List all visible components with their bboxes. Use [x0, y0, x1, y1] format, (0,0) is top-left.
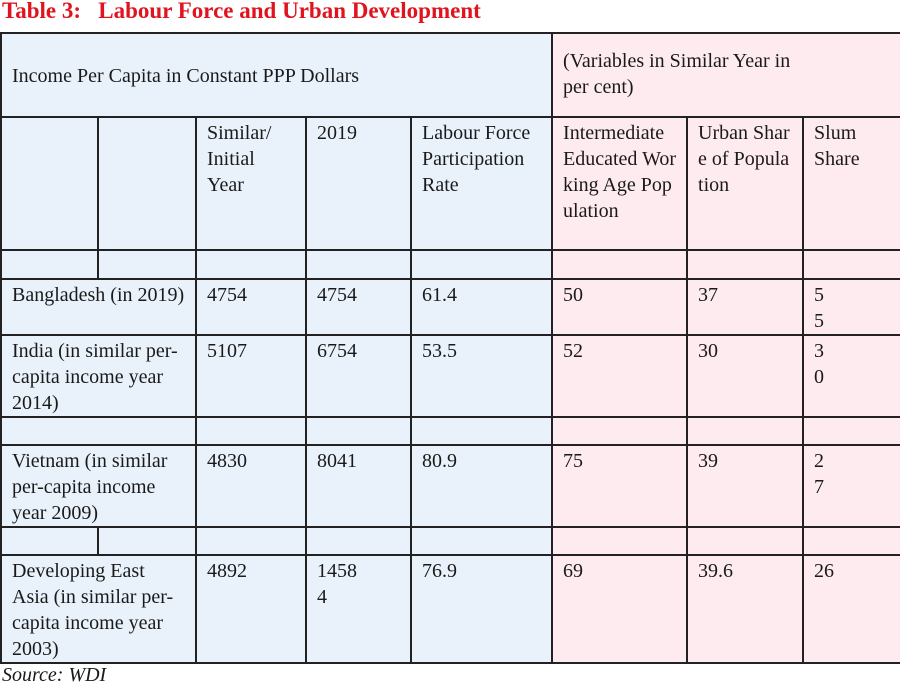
lfpr-cell: 76.9 [409, 554, 554, 664]
urban-cell: 39 [686, 444, 805, 528]
y2019-cell: 6754 [305, 334, 412, 418]
variables-group-header: (Variables in Similar Year in per cent) [551, 32, 900, 118]
slum-value: 55 [814, 284, 825, 332]
slum-cell: 30 [802, 334, 900, 418]
table-row: Vietnam (in similar per-capita income ye… [0, 444, 900, 528]
slum-cell: 27 [802, 444, 900, 528]
y2019-cell: 14584 [305, 554, 412, 664]
lfpr-cell: 80.9 [409, 444, 554, 528]
income-group-header: Income Per Capita in Constant PPP Dollar… [0, 32, 554, 118]
similar-year-cell: 5107 [195, 334, 307, 418]
similar-year-cell: 4892 [195, 554, 307, 664]
table-title: Table 3: Labour Force and Urban Developm… [2, 0, 481, 23]
urban-cell: 30 [686, 334, 805, 418]
similar-year-cell: 4830 [195, 444, 307, 528]
y2019-cell: 8041 [305, 444, 412, 528]
variables-group-label: (Variables in Similar Year in per cent) [563, 50, 791, 98]
source-note: Source: WDI [2, 664, 107, 686]
slum-value: 27 [814, 450, 825, 498]
country-cell: Vietnam (in similar per-capita income ye… [0, 444, 197, 528]
col-header-2019: 2019 [305, 116, 412, 251]
labour-force-table: Income Per Capita in Constant PPP Dollar… [0, 32, 900, 664]
lfpr-cell: 61.4 [409, 278, 554, 336]
urban-cell: 39.6 [686, 554, 805, 664]
slum-value: 30 [814, 340, 825, 388]
empty-cell [97, 116, 197, 251]
educated-cell: 69 [551, 554, 689, 664]
col-header-similar-year: Similar/ Initial Year [195, 116, 307, 251]
country-cell: Bangladesh (in 2019) [0, 278, 197, 336]
educated-cell: 50 [551, 278, 689, 336]
lfpr-cell: 53.5 [409, 334, 554, 418]
urban-cell: 37 [686, 278, 805, 336]
similar-year-cell: 4754 [195, 278, 307, 336]
spacer-row [0, 526, 900, 556]
col-header-lfpr: Labour Force Participation Rate [409, 116, 554, 251]
slum-cell: 26 [802, 554, 900, 664]
table-row: India (in similar per- capita income yea… [0, 334, 900, 418]
table-row: Bangladesh (in 2019) 4754 4754 61.4 50 3… [0, 278, 900, 336]
slum-cell: 55 [802, 278, 900, 336]
y2019-cell: 4754 [305, 278, 412, 336]
country-cell: India (in similar per- capita income yea… [0, 334, 197, 418]
header-group-row: Income Per Capita in Constant PPP Dollar… [0, 32, 900, 118]
col-header-educated: Intermediate Educated Working Age Popula… [551, 116, 689, 251]
spacer-row [0, 249, 900, 280]
educated-cell: 52 [551, 334, 689, 418]
empty-cell [0, 116, 99, 251]
y2019-value: 14584 [317, 560, 357, 608]
col-header-urban-share: Urban Share of Population [686, 116, 805, 251]
column-header-row: Similar/ Initial Year 2019 Labour Force … [0, 116, 900, 251]
country-cell: Developing East Asia (in similar per-cap… [0, 554, 197, 664]
col-header-slum-share: Slum Share [802, 116, 900, 251]
spacer-row [0, 416, 900, 446]
table-row: Developing East Asia (in similar per-cap… [0, 554, 900, 664]
educated-cell: 75 [551, 444, 689, 528]
